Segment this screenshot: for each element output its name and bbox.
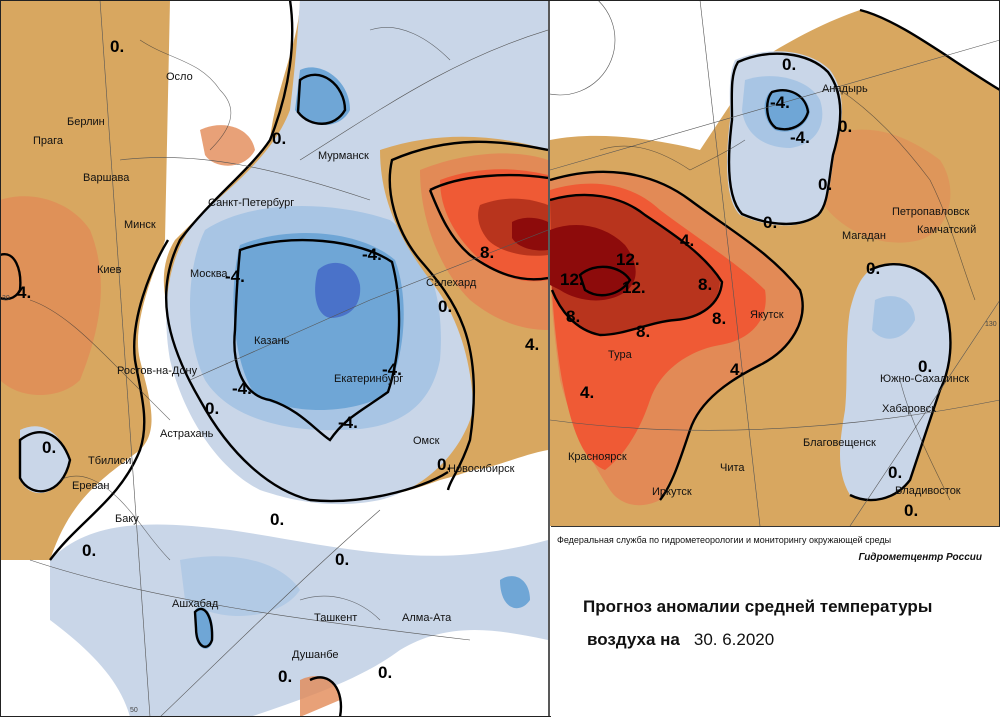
iso-label: 8. [566, 307, 580, 326]
city-salekhard: Салехард [426, 277, 477, 289]
iso-label: -4. [338, 413, 358, 432]
tick-30: 30 [2, 295, 10, 302]
tick-50: 50 [130, 707, 138, 714]
city-kiev: Киев [97, 264, 122, 276]
city-vladivostok: Владивосток [895, 485, 961, 497]
iso-label: 0. [888, 463, 902, 482]
iso-label: 0. [904, 501, 918, 520]
city-baku: Баку [115, 513, 139, 525]
city-blagoveshchensk: Благовещенск [803, 437, 876, 449]
iso-label: -4. [225, 267, 245, 286]
iso-label: 0. [378, 663, 392, 682]
iso-label: -4. [362, 245, 382, 264]
city-tbilisi: Тбилиси [88, 455, 131, 467]
iso-label: 8. [712, 309, 726, 328]
city-moscow: Москва [190, 268, 228, 280]
city-tashkent: Ташкент [314, 612, 357, 624]
city-yakutsk: Якутск [750, 309, 784, 321]
city-murmansk: Мурманск [318, 150, 369, 162]
iso-label: -4. [790, 128, 810, 147]
isolines-right [550, 8, 1000, 502]
city-krasnoyarsk: Красноярск [568, 451, 627, 463]
iso-label: 0. [272, 129, 286, 148]
city-minsk: Минск [124, 219, 156, 231]
city-ekaterinburg: Екатеринбург [334, 373, 403, 385]
iso-label: 0. [82, 541, 96, 560]
city-almaty: Алма-Ата [402, 612, 452, 624]
iso-label: 0. [763, 213, 777, 232]
isoline-labels-right: 0. -4. -4. 0. 0. 0. 4. 12. 12. 12. 8. 8.… [560, 55, 932, 520]
right-map-panel [550, 0, 1000, 526]
iso-label: 4. [525, 335, 539, 354]
iso-label: 0. [818, 175, 832, 194]
city-kazan: Казань [254, 335, 290, 347]
iso-label: 8. [698, 275, 712, 294]
iso-label: -4. [770, 93, 790, 112]
city-chita: Чита [720, 462, 745, 474]
iso-label: 8. [636, 322, 650, 341]
city-labels-left: Осло Берлин Прага Варшава Минск Киев Мур… [33, 71, 515, 661]
iso-label: 0. [782, 55, 796, 74]
city-ashgabat: Ашхабад [172, 598, 219, 610]
isolines-left [0, 0, 548, 717]
forecast-date-prefix: воздуха на [587, 630, 680, 649]
city-oslo: Осло [166, 71, 193, 83]
iso-label: 4. [580, 383, 594, 402]
title-box: Федеральная служба по гидрометеорологии … [551, 526, 1000, 718]
cold-mid-zone-left [233, 233, 404, 410]
city-anadyr: Анадырь [822, 83, 868, 95]
city-irkutsk: Иркутск [652, 486, 692, 498]
city-astrakhan: Астрахань [160, 428, 214, 440]
cold-strong-core [315, 262, 361, 318]
forecast-date: 30. 6.2020 [693, 630, 775, 649]
iso-label: 12. [560, 270, 584, 289]
iso-label: -4. [232, 379, 252, 398]
cold-pale-zone-south [50, 524, 548, 717]
city-warsaw: Варшава [83, 172, 130, 184]
city-yerevan: Ереван [72, 480, 110, 492]
iso-label: 12. [622, 278, 646, 297]
iso-label: 0. [866, 259, 880, 278]
city-omsk: Омск [413, 435, 440, 447]
iso-label: 4. [17, 283, 31, 302]
iso-label: 0. [838, 117, 852, 136]
city-labels-right: Анадырь Петропавловск Камчатский Магадан… [568, 83, 976, 498]
iso-label: 0. [335, 550, 349, 569]
center-name: Гидрометцентр России [858, 552, 982, 563]
city-magadan: Магадан [842, 230, 886, 242]
iso-label: 0. [437, 455, 451, 474]
city-yuzhno-sakhalinsk: Южно-Сахалинск [880, 373, 969, 385]
agency-name: Федеральная служба по гидрометеорологии … [557, 535, 892, 545]
iso-label: 0. [278, 667, 292, 686]
iso-label: 4. [680, 231, 694, 250]
city-tura: Тура [608, 349, 633, 361]
iso-label: 0. [42, 438, 56, 457]
forecast-date-line: воздуха на 30. 6.2020 [587, 630, 774, 650]
iso-label: 0. [438, 297, 452, 316]
city-petropavlovsk: Петропавловск [892, 206, 969, 218]
iso-label: 4. [730, 360, 744, 379]
city-dushanbe: Душанбе [292, 649, 339, 661]
left-map-panel [0, 0, 548, 717]
iso-label: 0. [110, 37, 124, 56]
city-rostov: Ростов-на-Дону [117, 365, 198, 377]
isoline-labels-left: 0. 0. -4. -4. -4. -4. -4. 0. 8. 4. 0. 4.… [17, 37, 539, 686]
city-khabarovsk: Хабаровск [882, 403, 936, 415]
iso-label: 0. [205, 399, 219, 418]
iso-label: 0. [918, 357, 932, 376]
city-berlin: Берлин [67, 116, 105, 128]
city-kamchatsky: Камчатский [917, 224, 976, 236]
tick-130: 130 [985, 321, 997, 328]
iso-label: 8. [480, 243, 494, 262]
iso-label: 12. [616, 250, 640, 269]
forecast-title: Прогноз аномалии средней температуры [583, 597, 933, 616]
city-st-petersburg: Санкт-Петербург [208, 197, 294, 209]
city-prague: Прага [33, 135, 64, 147]
city-novosibirsk: Новосибирск [448, 463, 515, 475]
iso-label: 0. [270, 510, 284, 529]
iso-label: -4. [382, 360, 402, 379]
